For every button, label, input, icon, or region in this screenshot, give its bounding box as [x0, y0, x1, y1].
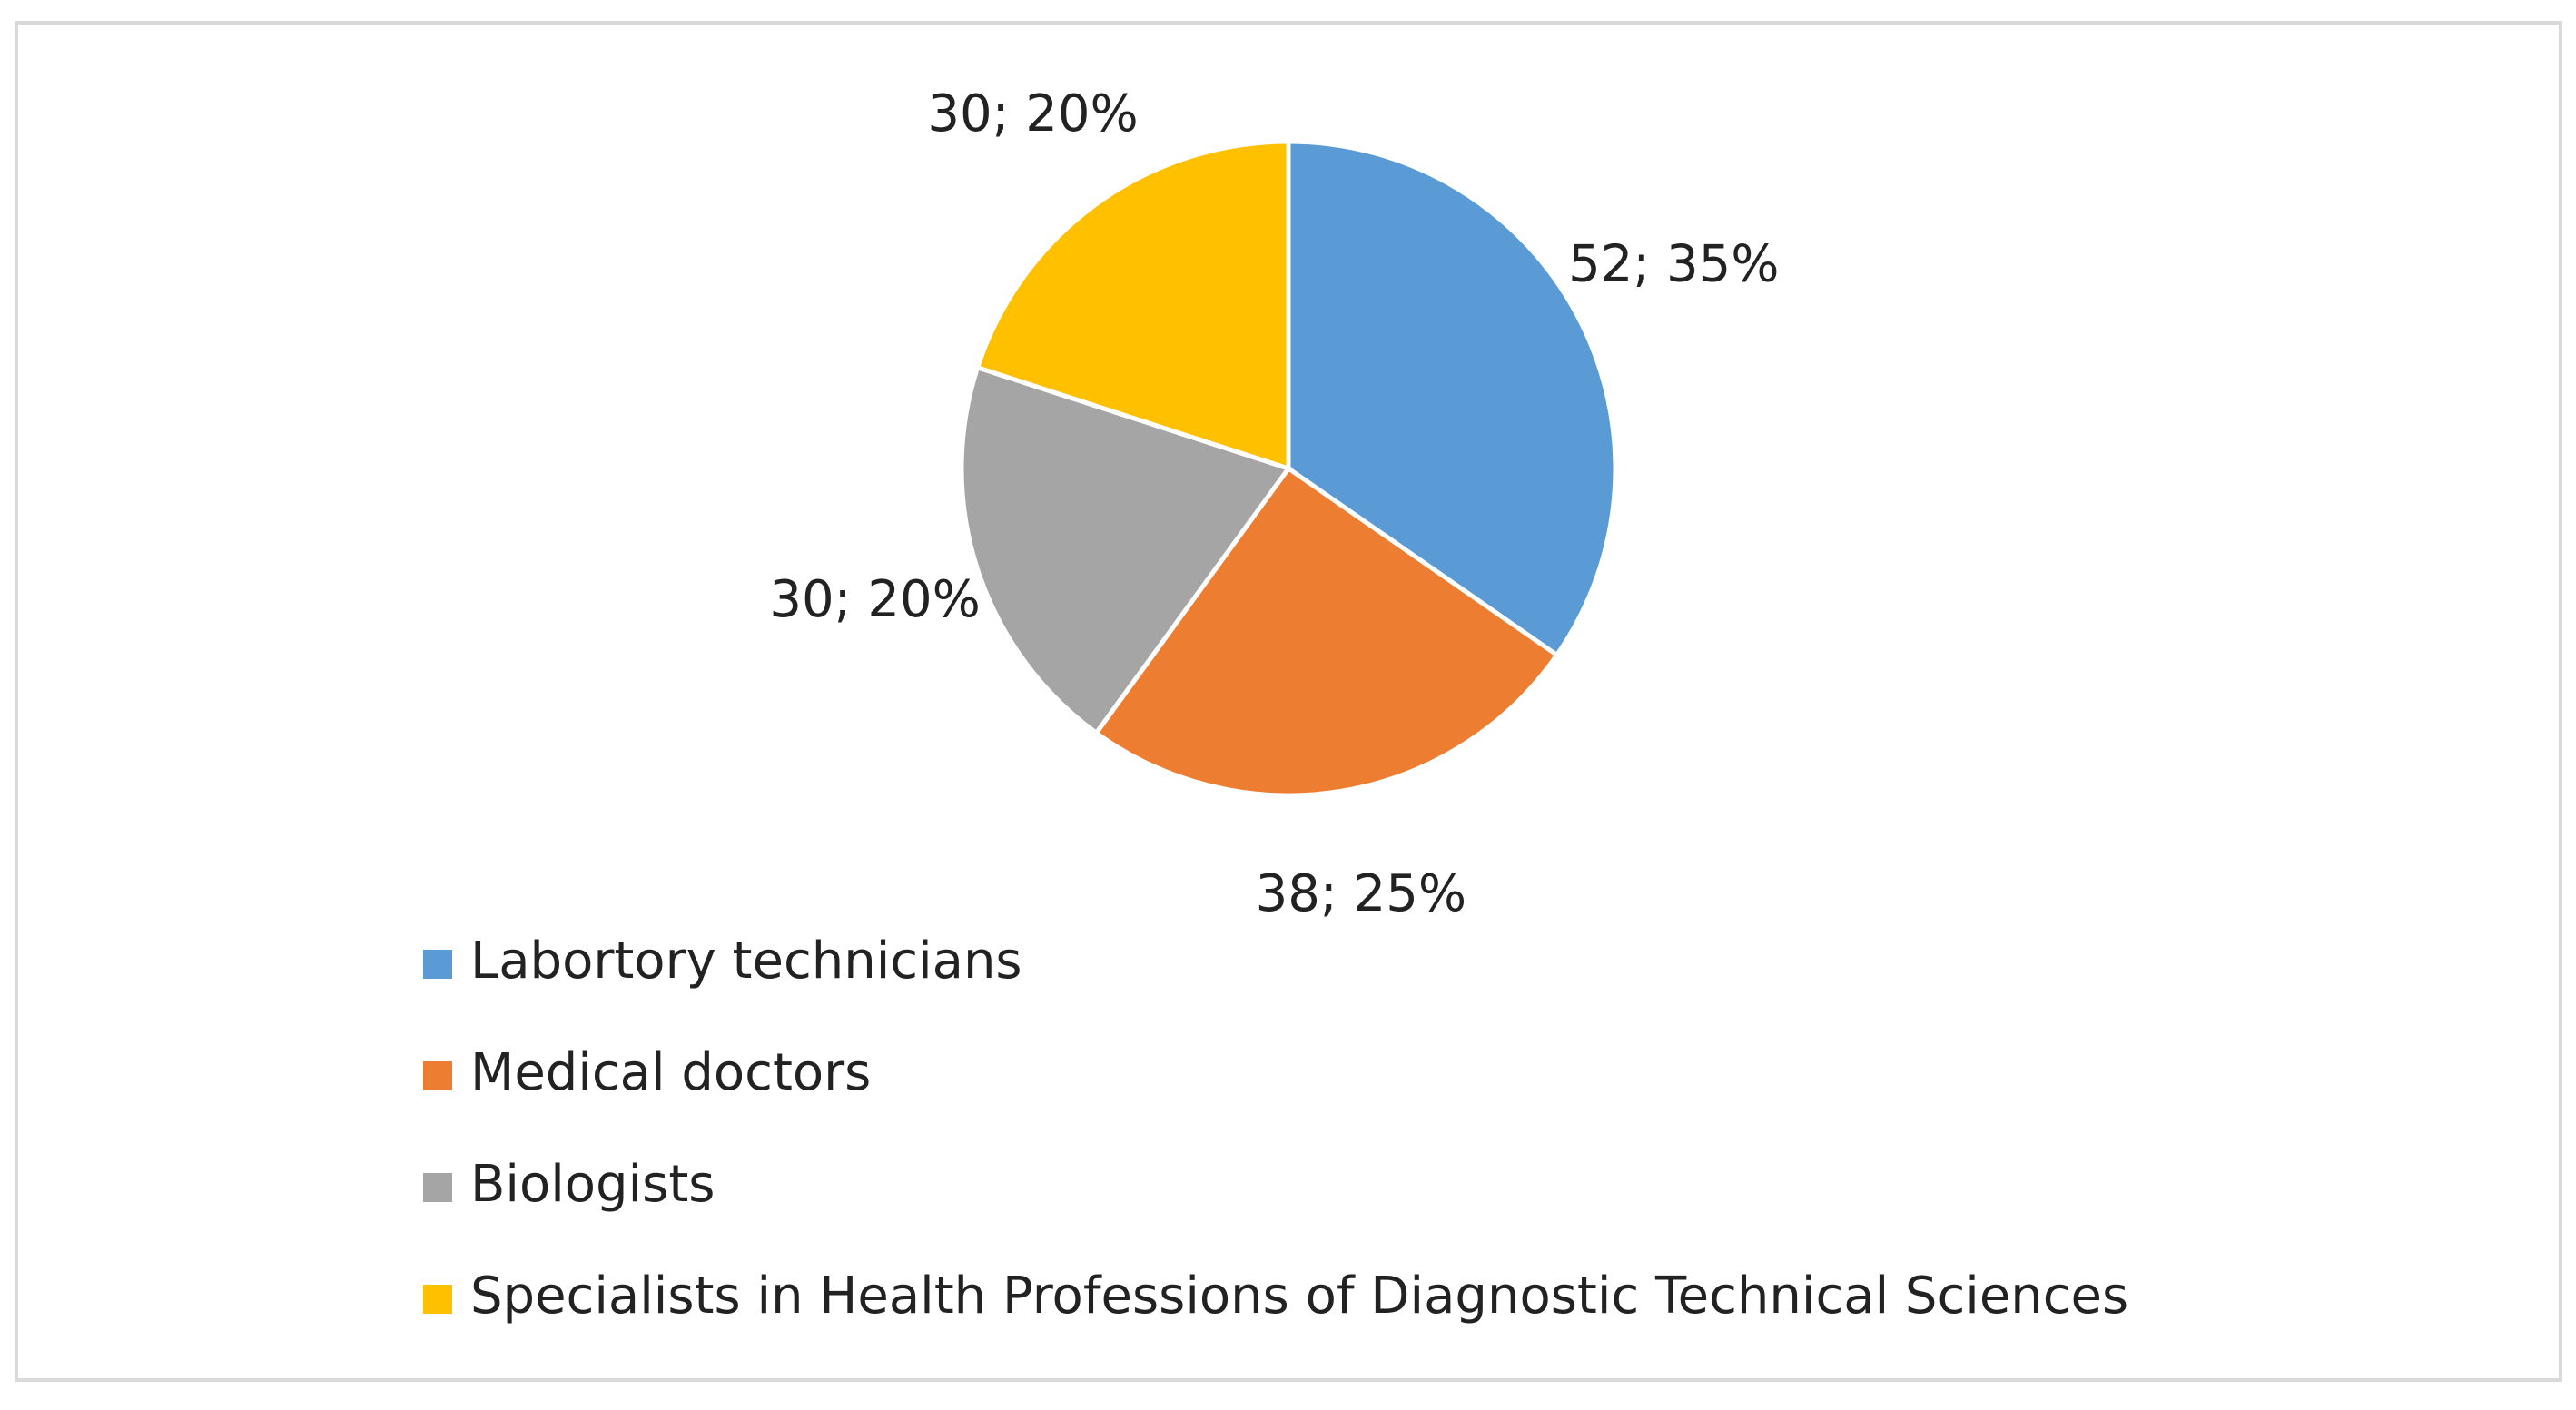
data-label: 38; 25%: [1256, 864, 1466, 923]
data-label: 30; 20%: [927, 84, 1138, 143]
legend-swatch: [423, 950, 452, 979]
legend-label: Specialists in Health Professions of Dia…: [470, 1267, 2128, 1326]
legend-swatch: [423, 1285, 452, 1314]
pie-slice: [1092, 465, 1561, 798]
pie-slice: [974, 139, 1291, 472]
pie-slice: [1286, 139, 1618, 658]
legend-label: Medical doctors: [470, 1043, 871, 1102]
legend-label: Labortory technicians: [470, 932, 1022, 991]
data-label: 30; 20%: [769, 570, 980, 629]
legend-label: Biologists: [470, 1155, 715, 1214]
legend-swatch: [423, 1061, 452, 1090]
data-label: 52; 35%: [1568, 234, 1779, 293]
pie-slice: [959, 364, 1293, 736]
legend-swatch: [423, 1173, 452, 1202]
